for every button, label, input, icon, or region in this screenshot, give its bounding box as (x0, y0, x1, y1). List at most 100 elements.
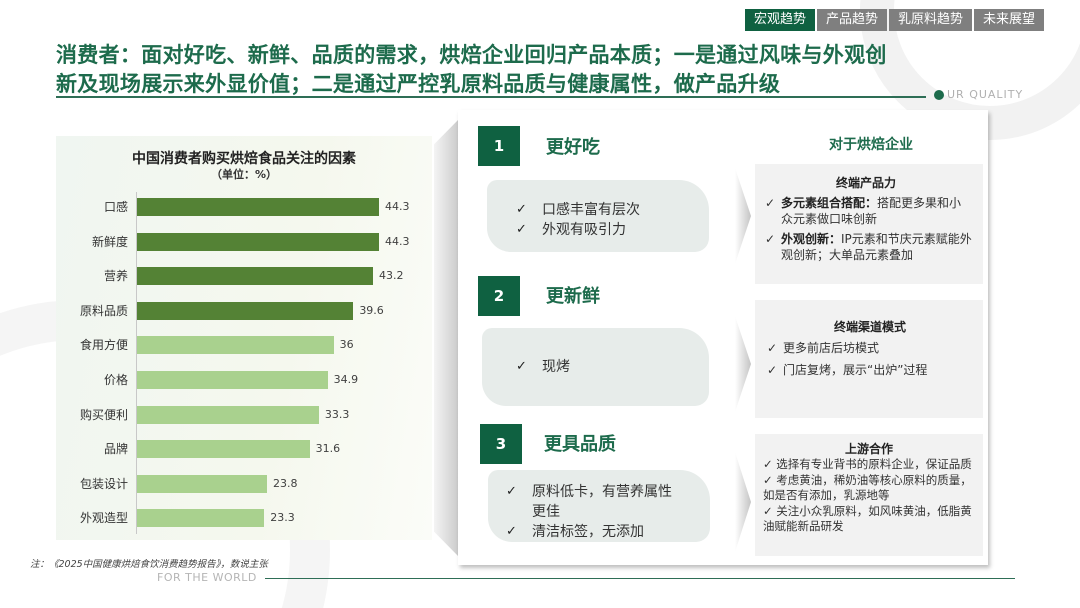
check-icon: ✓ (765, 196, 776, 210)
brand-tag: UR QUALITY (947, 88, 1024, 101)
enterprise-box-product: 终端产品力 ✓ 多元素组合搭配：搭配更多果和小众元素做口味创新 ✓ 外观创新：IP元… (755, 164, 983, 284)
enterprise-box-upstream: 上游合作 ✓ 选择有专业背书的原料企业，保证品质 ✓ 考虑黄油，稀奶油等核心原料… (755, 434, 983, 556)
tab-macro-trends[interactable]: 宏观趋势 (745, 9, 816, 31)
bar-value-label: 39.6 (359, 303, 384, 317)
bar-category-label: 口感 (103, 200, 128, 214)
card-fold-shadow (434, 118, 460, 558)
enterprise-point: ✓ 门店复烤，展示“出炉”过程 (767, 363, 928, 377)
bar-category-label: 原料品质 (79, 303, 128, 318)
chart-bar-row: 包装设计 23.8 (56, 474, 432, 493)
bar-value-label: 44.3 (385, 200, 410, 213)
bar-category-label: 营养 (103, 269, 128, 284)
footer-slogan: FOR THE WORLD (157, 571, 257, 584)
chart-bar-row: 食用方便 36 (56, 336, 432, 355)
chart-title: 中国消费者购买烘焙食品关注的因素 (132, 151, 356, 167)
pillar-1-brush-bg (487, 180, 709, 252)
tab-future-outlook[interactable]: 未来展望 (974, 9, 1045, 31)
enterprise-heading: 对于烘焙企业 (829, 137, 913, 153)
box-title: 上游合作 (844, 442, 893, 456)
check-icon: ✓ (763, 457, 773, 471)
pillar-point: ✓ 口感丰富有层次 (516, 202, 640, 218)
enterprise-point: ✓ 外观创新：IP元素和节庆元素赋能外观创新；大单品元素叠加 (759, 231, 973, 263)
chart-bar-row: 原料品质 39.6 (56, 301, 432, 320)
check-icon: ✓ (506, 524, 517, 539)
bar-category-label: 品牌 (103, 442, 128, 457)
chart-axis (136, 192, 137, 534)
pillar-title-2: 更新鲜 (546, 286, 600, 307)
pillar-2-brush-bg (482, 328, 709, 406)
pillar-number-2: 2 (478, 276, 520, 316)
bar-category-label: 购买便利 (79, 407, 128, 422)
bar (137, 474, 267, 493)
check-icon: ✓ (516, 222, 527, 237)
bar (137, 405, 319, 424)
bar-chart-panel: 中国消费者购买烘焙食品关注的因素 （单位：%） 口感 44.3 新鲜度 44.3 营养 4… (56, 136, 432, 540)
check-icon: ✓ (763, 503, 773, 518)
enterprise-point: ✓ 更多前店后坊模式 (767, 341, 880, 355)
check-icon: ✓ (767, 363, 778, 377)
pillar-point: ✓ 现烤 (516, 359, 570, 375)
bar-value-label: 23.8 (273, 476, 298, 490)
page-title-line-1: 消费者：面对好吃、新鲜、品质的需求，烘焙企业回归产品本质；一是通过风味与外观创 (56, 43, 887, 67)
check-icon: ✓ (763, 472, 773, 487)
bar-value-label: 36 (339, 338, 354, 352)
bar-value-label: 33.3 (324, 407, 350, 421)
bar (137, 440, 310, 459)
brand-leaf-icon (934, 90, 944, 100)
title-underline (56, 96, 926, 98)
bar-value-label: 44.3 (385, 234, 410, 248)
pillar-title-3: 更具品质 (544, 434, 616, 455)
box-title: 终端产品力 (835, 176, 896, 190)
bar-category-label: 新鲜度 (91, 234, 128, 249)
bar (137, 267, 373, 286)
box-title: 终端渠道模式 (833, 320, 906, 334)
check-icon: ✓ (767, 341, 778, 355)
bar-value-label: 23.3 (270, 511, 295, 525)
tab-dairy-ingredient-trends[interactable]: 乳原料趋势 (889, 9, 973, 31)
source-note: 注：《2025中国健康烘焙食饮消费趋势报告》，数说主张 (30, 559, 268, 570)
bar-category-label: 价格 (103, 373, 128, 387)
chart-unit: （单位：%） (210, 168, 278, 181)
pillar-number-1: 1 (478, 126, 520, 166)
chart-bar-row: 营养 43.2 (56, 267, 432, 286)
bar (137, 232, 379, 251)
bar-category-label: 包装设计 (79, 476, 128, 491)
chart-bar-row: 口感 44.3 (56, 198, 432, 216)
chart-bar-row: 价格 34.9 (56, 371, 432, 389)
check-icon: ✓ (516, 359, 527, 374)
bar (137, 509, 265, 528)
pillar-point: ✓ 清洁标签，无添加 (506, 524, 644, 540)
enterprise-point: ✓ 多元素组合搭配：搭配更多果和小众元素做口味创新 (759, 195, 973, 227)
tab-product-trends[interactable]: 产品趋势 (817, 9, 888, 31)
enterprise-point: ✓ 选择有专业背书的原料企业，保证品质 (763, 457, 972, 471)
check-icon: ✓ (506, 484, 517, 499)
page-title-line-2: 新及现场展示来外显价值；二是通过严控乳原料品质与健康属性，做产品升级 (56, 72, 781, 96)
bar (137, 198, 379, 216)
bar-value-label: 31.6 (315, 442, 341, 456)
pillar-2-points: ✓ 现烤 (516, 357, 696, 377)
bar (137, 371, 328, 389)
footer-rule (265, 578, 1015, 579)
bar-category-label: 食用方便 (79, 338, 128, 353)
bar (137, 301, 354, 320)
chart-bar-row: 购买便利 33.3 (56, 405, 432, 424)
pillar-3-points: ✓ 原料低卡，有营养属性更佳 ✓ 清洁标签，无添加 (506, 482, 686, 542)
pillar-point: ✓ 外观有吸引力 (516, 222, 626, 238)
check-icon: ✓ (516, 202, 527, 217)
pillar-point: ✓ 原料低卡，有营养属性更佳 (506, 484, 672, 520)
pillar-3-brush-bg (488, 470, 710, 542)
enterprise-box-channel: 终端渠道模式 ✓ 更多前店后坊模式 ✓ 门店复烤，展示“出炉”过程 (755, 300, 983, 418)
enterprise-point: ✓ 关注小众乳原料，如风味黄油，低脂黄油赋能新品研发 (763, 503, 972, 534)
pillar-1-points: ✓ 口感丰富有层次 ✓ 外观有吸引力 (516, 200, 696, 240)
section-nav: 宏观趋势 产品趋势 乳原料趋势 未来展望 (745, 9, 1045, 31)
pillar-title-1: 更好吃 (546, 137, 600, 158)
bar (137, 336, 334, 355)
chart-bar-row: 外观造型 23.3 (56, 509, 432, 528)
bar-value-label: 34.9 (333, 373, 359, 386)
check-icon: ✓ (765, 232, 776, 246)
bar-category-label: 外观造型 (79, 511, 128, 526)
bar-value-label: 43.2 (378, 269, 404, 283)
pillar-number-3: 3 (480, 424, 522, 464)
chart-bar-row: 新鲜度 44.3 (56, 232, 432, 251)
chart-bar-row: 品牌 31.6 (56, 440, 432, 459)
